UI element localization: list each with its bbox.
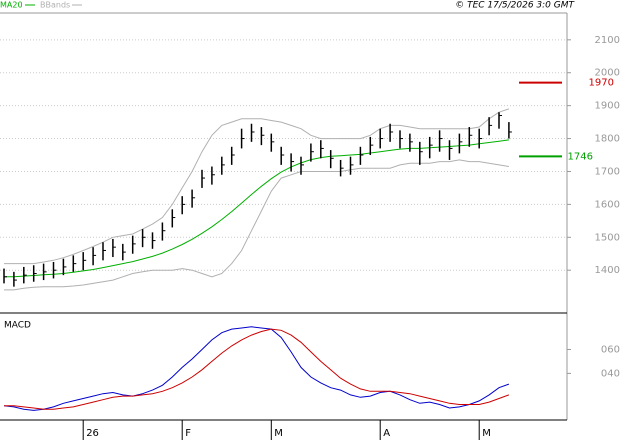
y-tick-label: 2100	[595, 35, 620, 46]
x-tick-label: 26	[86, 428, 99, 439]
macd-title: MACD	[4, 321, 31, 331]
level-label: 1970	[589, 78, 614, 89]
y-tick-label: 2000	[595, 68, 620, 79]
y-tick-label: 1700	[595, 166, 620, 177]
macd-line	[3, 326, 510, 411]
y-tick-label: 1400	[595, 265, 620, 276]
legend-label: BBands	[40, 1, 70, 10]
x-tick-label: M	[274, 428, 283, 439]
x-tick-label: M	[482, 428, 491, 439]
y-tick-label: 1500	[595, 232, 620, 243]
y-tick-label: 1900	[595, 101, 620, 112]
y-tick-label: 060	[601, 344, 620, 355]
x-tick-label: F	[185, 428, 191, 439]
macd-line	[4, 328, 510, 410]
y-tick-label: 1600	[595, 199, 620, 210]
timestamp: © TEC 17/5/2026 3:0 GMT	[455, 1, 575, 11]
y-tick-label: 1800	[595, 134, 620, 145]
x-tick-label: A	[383, 428, 390, 439]
bband-lower	[4, 159, 509, 291]
y-tick-label: 040	[601, 368, 620, 379]
ma20-line	[4, 139, 509, 278]
bband-upper	[4, 108, 510, 265]
legend-label: MA20	[0, 1, 23, 10]
level-label: 1746	[568, 151, 593, 162]
